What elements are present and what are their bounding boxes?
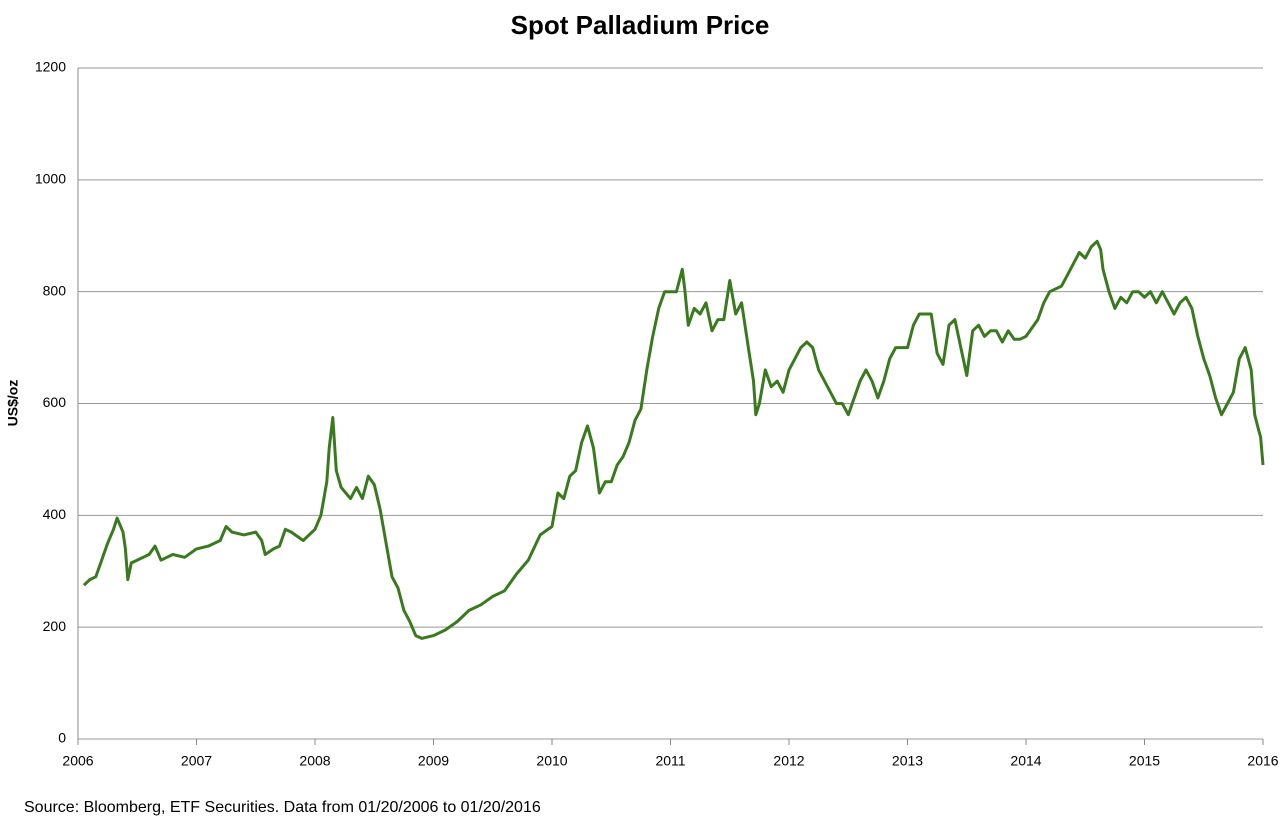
y-tick-label: 1200	[35, 59, 66, 75]
x-tick-label: 2007	[181, 753, 212, 769]
y-tick-label: 400	[43, 506, 67, 522]
x-tick-label: 2013	[892, 753, 923, 769]
x-tick-label: 2016	[1247, 753, 1278, 769]
x-tick-label: 2009	[418, 753, 449, 769]
x-tick-label: 2011	[655, 753, 685, 769]
price-line	[82, 239, 1265, 640]
source-note: Source: Bloomberg, ETF Securities. Data …	[24, 799, 541, 816]
x-tick-label: 2014	[1010, 753, 1041, 769]
x-tick-label: 2015	[1129, 753, 1160, 769]
x-tick-label: 2008	[299, 753, 330, 769]
y-tick-label: 0	[58, 730, 66, 746]
x-tick-label: 2012	[773, 753, 804, 769]
y-tick-label: 1000	[35, 171, 66, 187]
x-tick-label: 2010	[536, 753, 567, 769]
y-tick-label: 600	[43, 394, 67, 410]
y-tick-label: 800	[43, 282, 67, 298]
x-tick-label: 2006	[62, 753, 93, 769]
y-axis-label: US$/oz	[5, 380, 21, 427]
y-tick-label: 200	[43, 618, 67, 634]
chart-title: Spot Palladium Price	[511, 10, 770, 40]
